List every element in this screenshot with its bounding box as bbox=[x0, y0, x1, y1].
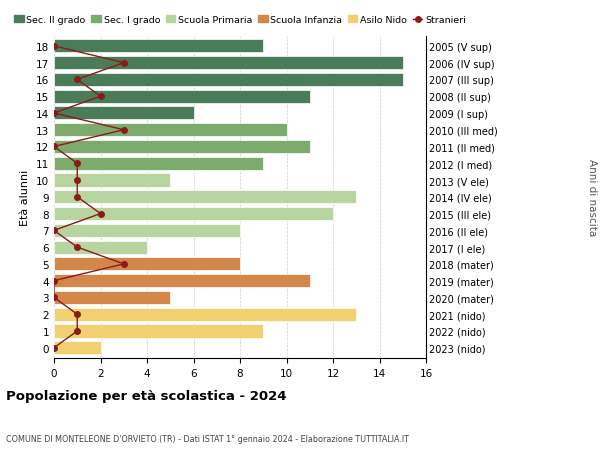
Bar bbox=[54, 325, 263, 338]
Bar bbox=[54, 74, 403, 87]
Bar bbox=[54, 191, 356, 204]
Bar bbox=[54, 308, 356, 321]
Bar bbox=[54, 241, 147, 254]
Bar bbox=[54, 107, 193, 120]
Bar bbox=[54, 57, 403, 70]
Bar bbox=[54, 341, 101, 354]
Bar bbox=[54, 291, 170, 304]
Bar bbox=[54, 258, 240, 271]
Bar bbox=[54, 174, 170, 187]
Legend: Sec. II grado, Sec. I grado, Scuola Primaria, Scuola Infanzia, Asilo Nido, Stran: Sec. II grado, Sec. I grado, Scuola Prim… bbox=[10, 12, 470, 29]
Bar bbox=[54, 140, 310, 154]
Text: COMUNE DI MONTELEONE D'ORVIETO (TR) - Dati ISTAT 1° gennaio 2024 - Elaborazione : COMUNE DI MONTELEONE D'ORVIETO (TR) - Da… bbox=[6, 434, 409, 442]
Bar bbox=[54, 207, 333, 221]
Bar bbox=[54, 40, 263, 53]
Text: Anni di nascita: Anni di nascita bbox=[587, 159, 597, 236]
Bar bbox=[54, 124, 287, 137]
Text: Popolazione per età scolastica - 2024: Popolazione per età scolastica - 2024 bbox=[6, 389, 287, 403]
Bar bbox=[54, 274, 310, 288]
Bar bbox=[54, 224, 240, 237]
Bar bbox=[54, 90, 310, 103]
Bar bbox=[54, 157, 263, 170]
Y-axis label: Età alunni: Età alunni bbox=[20, 169, 31, 225]
